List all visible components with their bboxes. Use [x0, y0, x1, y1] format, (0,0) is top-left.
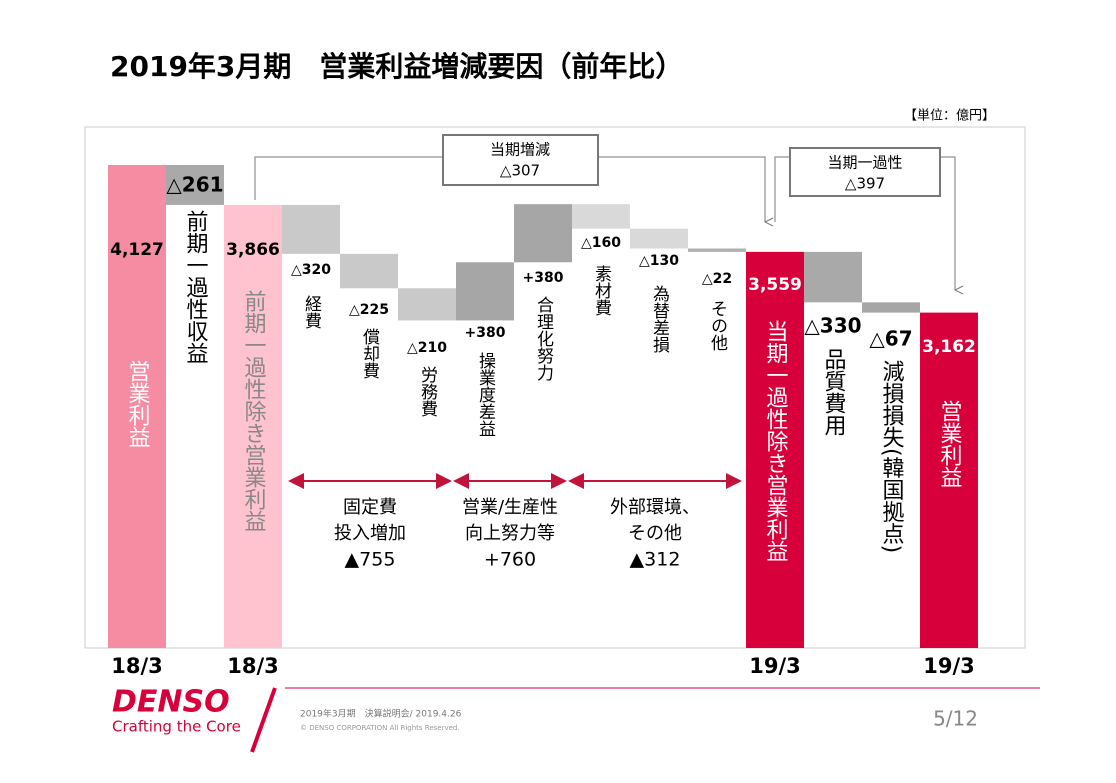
value-label: 3,162 [922, 337, 976, 357]
bracket-value: △307 [500, 162, 540, 180]
category-label: その他 [707, 300, 728, 351]
value-label: △320 [291, 262, 331, 278]
category-label: 当期一過性除き営業利益 [763, 320, 789, 562]
copyright: © DENSO CORPORATION All Rights Reserved. [300, 724, 460, 732]
group-label: 固定費 [343, 497, 397, 518]
bar [514, 204, 572, 263]
group-label: 営業/生産性 [462, 497, 558, 518]
value-label: 3,559 [748, 275, 802, 295]
category-label: 為替差損 [649, 285, 670, 354]
group-label: 外部環境、 [610, 497, 700, 518]
value-label: 3,866 [226, 240, 280, 260]
value-label: △130 [639, 253, 679, 269]
bracket-value: △397 [845, 175, 885, 193]
bar [166, 165, 224, 205]
category-label: 前期一過性収益 [183, 210, 209, 364]
bar [456, 262, 514, 321]
title: 2019年3月期 営業利益増減要因（前年比） [110, 50, 683, 83]
bar [862, 302, 920, 313]
bar [688, 248, 746, 252]
category-label: 営業利益 [125, 360, 151, 448]
bracket-box [789, 147, 941, 197]
category-label: 営業利益 [937, 400, 963, 488]
category-label: 減損損失(韓国拠点) [879, 360, 905, 553]
bar [804, 251, 862, 303]
value-label: +380 [465, 325, 506, 341]
tagline: Crafting the Core [112, 718, 241, 736]
bar [572, 204, 630, 229]
footer-slash [250, 687, 277, 753]
bar [340, 253, 398, 289]
bracket-label: 当期一過性 [827, 154, 902, 172]
bar [746, 251, 804, 648]
value-label: △210 [407, 340, 447, 356]
chart-frame [84, 126, 1026, 649]
bracket-label: 当期増減 [490, 141, 550, 159]
category-label: 素材費 [591, 265, 612, 316]
bar [282, 204, 340, 254]
category-label: 償却費 [359, 328, 380, 379]
page-number: 5/12 [933, 707, 978, 731]
category-label: 品質費用 [821, 348, 847, 436]
group-label: 投入増加 [334, 523, 406, 544]
category-label: 経費 [301, 295, 322, 329]
group-value: +760 [484, 549, 536, 571]
bracket-box [442, 134, 599, 186]
bar [108, 165, 166, 648]
value-label: △330 [804, 314, 861, 338]
group-value: ▲755 [345, 549, 396, 571]
value-label: △22 [702, 271, 732, 287]
value-label: △225 [349, 302, 389, 318]
category-label: 操業度差益 [475, 352, 496, 437]
value-label: +380 [523, 270, 564, 286]
bar [630, 228, 688, 249]
x-label: 19/3 [749, 654, 801, 678]
value-label: △261 [166, 173, 223, 197]
value-label: △160 [581, 235, 621, 251]
logo: DENSO [112, 685, 230, 720]
x-label: 19/3 [923, 654, 975, 678]
value-label: △67 [869, 327, 912, 351]
group-value: ▲312 [630, 549, 681, 571]
bar [398, 288, 456, 321]
unit: 【単位：億円】 [904, 108, 995, 124]
category-label: 労務費 [417, 366, 438, 417]
category-label: 合理化努力 [533, 296, 554, 381]
x-label: 18/3 [227, 654, 279, 678]
x-label: 18/3 [111, 654, 163, 678]
bar [224, 204, 282, 648]
group-label: その他 [628, 523, 682, 544]
event: 2019年3月期 決算説明会/ 2019.4.26 [300, 708, 462, 720]
group-label: 向上努力等 [465, 523, 555, 544]
bar [920, 312, 978, 648]
value-label: 4,127 [110, 240, 164, 260]
category-label: 前期一過性除き営業利益 [241, 290, 267, 532]
